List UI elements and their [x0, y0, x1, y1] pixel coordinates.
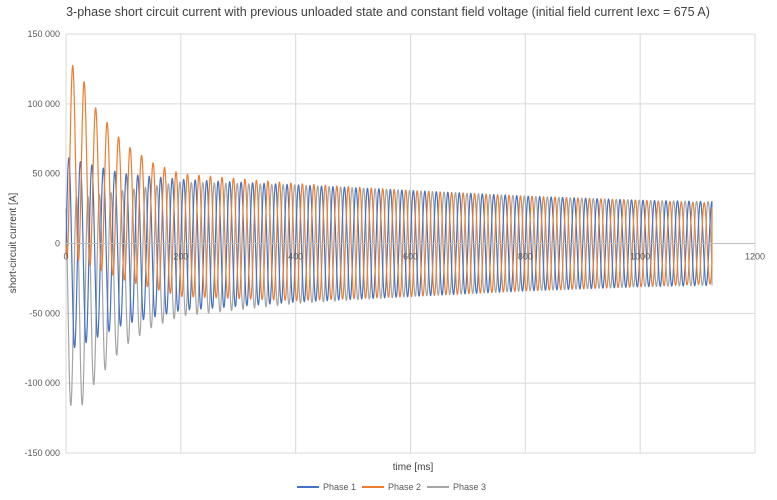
y-tick-label: -100 000 [24, 378, 60, 388]
series-line-phase-3 [65, 181, 713, 406]
x-tick-label: 600 [403, 252, 418, 262]
y-tick-label: 100 000 [27, 99, 60, 109]
legend-label-phase-1: Phase 1 [323, 482, 356, 492]
x-tick-label: 800 [518, 252, 533, 262]
y-axis-label: short-circuit current [A] [8, 192, 19, 293]
y-tick-label: 50 000 [32, 169, 60, 179]
chart-title: 3-phase short circuit current with previ… [66, 5, 710, 19]
series-lines [65, 65, 713, 406]
x-axis-label: time [ms] [393, 462, 434, 473]
y-tick-label: -150 000 [24, 448, 60, 458]
y-tick-label: -50 000 [29, 308, 60, 318]
x-tick-label: 1000 [630, 252, 650, 262]
y-tick-label: 0 [55, 239, 60, 249]
x-tick-label: 1200 [745, 252, 765, 262]
legend: Phase 1 Phase 2 Phase 3 [297, 482, 486, 492]
axes: 150 000 100 000 50 000 0 -50 000 -100 000 -150… [24, 29, 765, 458]
y-tick-label: 150 000 [27, 29, 60, 39]
legend-label-phase-3: Phase 3 [453, 482, 486, 492]
x-tick-label: 200 [173, 252, 188, 262]
series-line-phase-2 [65, 65, 713, 302]
legend-label-phase-2: Phase 2 [388, 482, 421, 492]
x-tick-label: 0 [63, 252, 68, 262]
x-tick-label: 400 [288, 252, 303, 262]
